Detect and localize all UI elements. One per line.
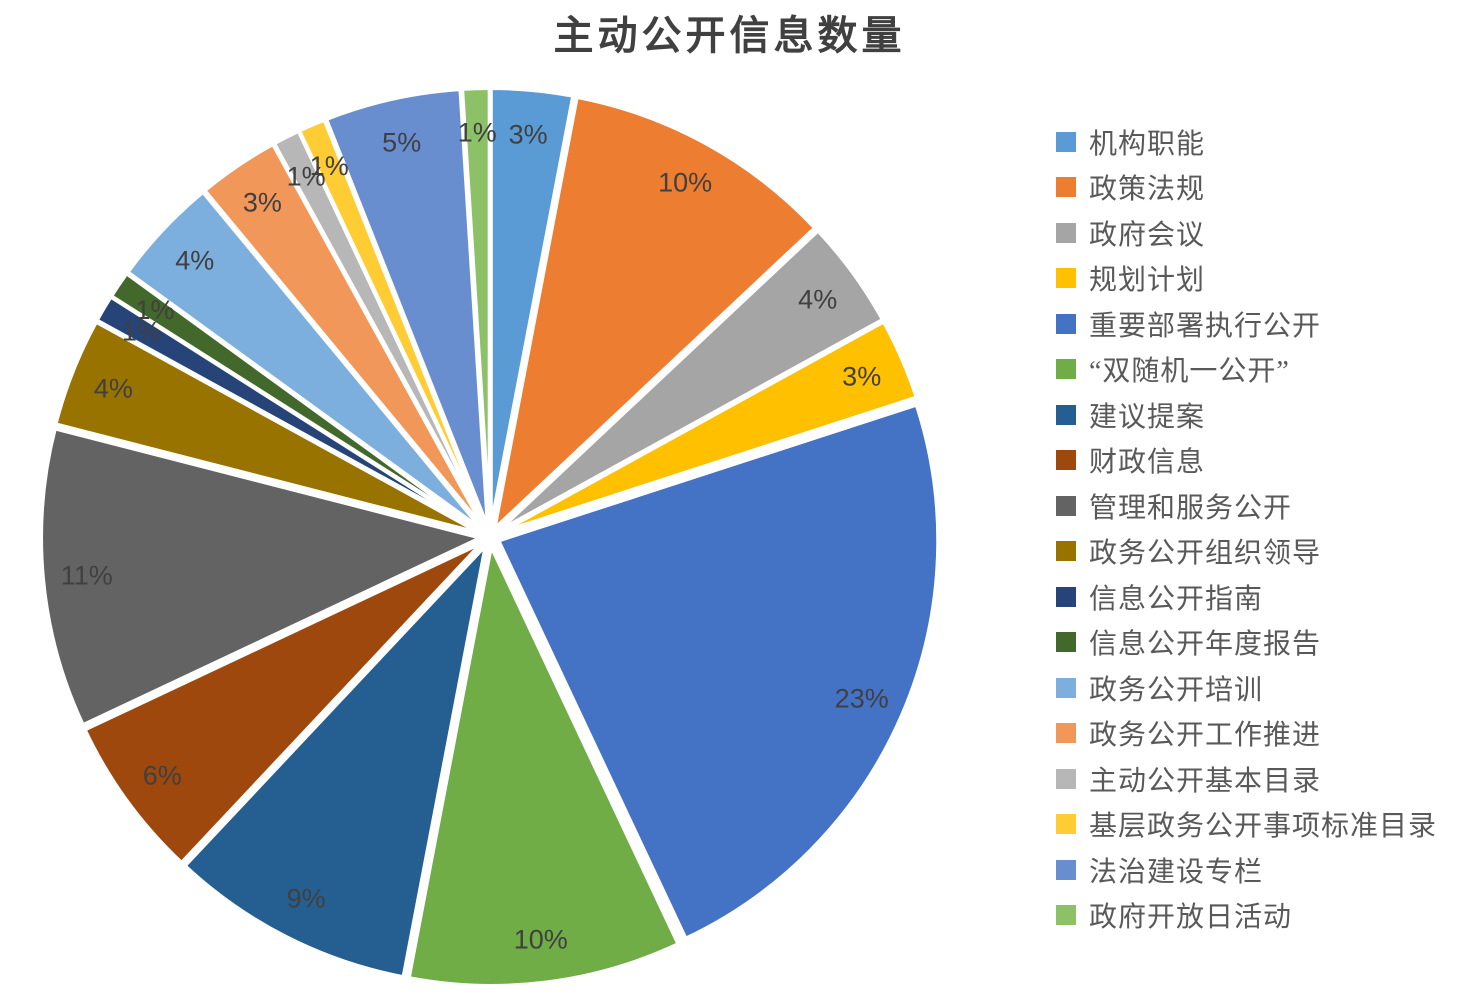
pie-slice-18 — [460, 86, 492, 530]
legend-item-10: 政务公开组织领导 — [1056, 529, 1456, 575]
legend-item-6: “双随机一公开” — [1056, 347, 1456, 393]
legend-swatch-4 — [1056, 268, 1076, 289]
legend-label-10: 政务公开组织领导 — [1089, 538, 1322, 570]
legend-label-2: 政策法规 — [1089, 174, 1206, 206]
legend-item-5: 重要部署执行公开 — [1056, 301, 1456, 347]
legend-swatch-10 — [1056, 541, 1076, 562]
data-label-5: 23% — [835, 683, 889, 713]
legend-swatch-2 — [1056, 177, 1076, 198]
legend-label-4: 规划计划 — [1089, 265, 1206, 297]
legend-item-4: 规划计划 — [1056, 256, 1456, 302]
pie-slice-13 — [125, 189, 486, 533]
data-label-2: 10% — [658, 168, 712, 198]
legend-item-8: 财政信息 — [1056, 438, 1456, 484]
legend-label-14: 政务公开工作推进 — [1089, 720, 1322, 752]
legend-label-13: 政务公开培训 — [1089, 674, 1264, 706]
legend-item-14: 政务公开工作推进 — [1056, 711, 1456, 757]
legend-swatch-3 — [1056, 222, 1076, 243]
data-label-11: 1% — [122, 316, 161, 346]
legend-item-17: 法治建设专栏 — [1056, 847, 1456, 893]
legend-swatch-1 — [1056, 131, 1076, 152]
legend-label-16: 基层政务公开事项标准目录 — [1089, 811, 1438, 843]
data-label-4: 3% — [842, 362, 881, 392]
legend-item-9: 管理和服务公开 — [1056, 483, 1456, 529]
data-label-6: 10% — [514, 924, 568, 954]
data-label-12: 1% — [135, 295, 174, 325]
legend-item-15: 主动公开基本目录 — [1056, 756, 1456, 802]
legend-label-1: 机构职能 — [1089, 128, 1206, 160]
legend-item-7: 建议提案 — [1056, 392, 1456, 438]
legend-swatch-7 — [1056, 404, 1076, 425]
data-label-14: 3% — [243, 187, 282, 217]
pie-slice-9 — [39, 426, 483, 728]
legend-swatch-13 — [1056, 677, 1076, 698]
legend-item-12: 信息公开年度报告 — [1056, 620, 1456, 666]
legend-item-1: 机构职能 — [1056, 119, 1456, 165]
legend-label-8: 财政信息 — [1089, 447, 1206, 479]
legend-label-11: 信息公开指南 — [1089, 583, 1264, 615]
legend-swatch-8 — [1056, 450, 1076, 471]
legend-label-7: 建议提案 — [1089, 401, 1206, 433]
data-label-16: 1% — [310, 151, 349, 181]
chart-title: 主动公开信息数量 — [553, 13, 906, 58]
pie-slice-3 — [495, 228, 885, 534]
pie-slice-6 — [406, 543, 681, 988]
legend-swatch-14 — [1056, 723, 1076, 744]
legend-label-18: 政府开放日活动 — [1089, 902, 1293, 934]
data-label-15: 1% — [287, 162, 326, 192]
legend-item-18: 政府开放日活动 — [1056, 893, 1456, 939]
data-label-8: 6% — [143, 761, 182, 791]
legend-label-9: 管理和服务公开 — [1089, 492, 1293, 524]
legend-swatch-5 — [1056, 313, 1076, 334]
legend-label-5: 重要部署执行公开 — [1089, 310, 1322, 342]
data-label-7: 9% — [287, 883, 326, 913]
legend: 机构职能政策法规政府会议规划计划重要部署执行公开 “双随机一公开” 建议提案财政信息… — [1056, 119, 1456, 938]
data-label-13: 4% — [175, 245, 214, 275]
legend-label-12: 信息公开年度报告 — [1089, 629, 1322, 661]
pie-slice-2 — [492, 94, 818, 532]
data-label-3: 4% — [798, 284, 837, 314]
legend-swatch-11 — [1056, 586, 1076, 607]
legend-swatch-16 — [1056, 814, 1076, 835]
data-label-10: 4% — [94, 373, 133, 403]
pie-slice-7 — [182, 543, 488, 980]
legend-label-6: “双随机一公开” — [1089, 356, 1290, 388]
legend-label-3: 政府会议 — [1089, 219, 1206, 251]
legend-item-16: 基层政务公开事项标准目录 — [1056, 802, 1456, 848]
data-label-18: 1% — [458, 118, 497, 148]
data-label-1: 3% — [509, 119, 548, 149]
pie-slice-8 — [82, 540, 485, 865]
legend-label-15: 主动公开基本目录 — [1089, 765, 1322, 797]
legend-item-2: 政策法规 — [1056, 165, 1456, 211]
data-label-9: 11% — [61, 561, 113, 591]
legend-swatch-6 — [1056, 359, 1076, 380]
legend-swatch-18 — [1056, 905, 1076, 926]
legend-item-3: 政府会议 — [1056, 210, 1456, 256]
data-label-17: 5% — [382, 127, 421, 157]
legend-item-11: 信息公开指南 — [1056, 574, 1456, 620]
legend-swatch-9 — [1056, 495, 1076, 516]
legend-label-17: 法治建设专栏 — [1089, 856, 1264, 888]
legend-swatch-17 — [1056, 859, 1076, 880]
pie-slice-5 — [496, 402, 941, 941]
legend-swatch-12 — [1056, 632, 1076, 653]
legend-item-13: 政务公开培训 — [1056, 665, 1456, 711]
pie-slice-4 — [496, 319, 919, 536]
legend-swatch-15 — [1056, 768, 1076, 789]
